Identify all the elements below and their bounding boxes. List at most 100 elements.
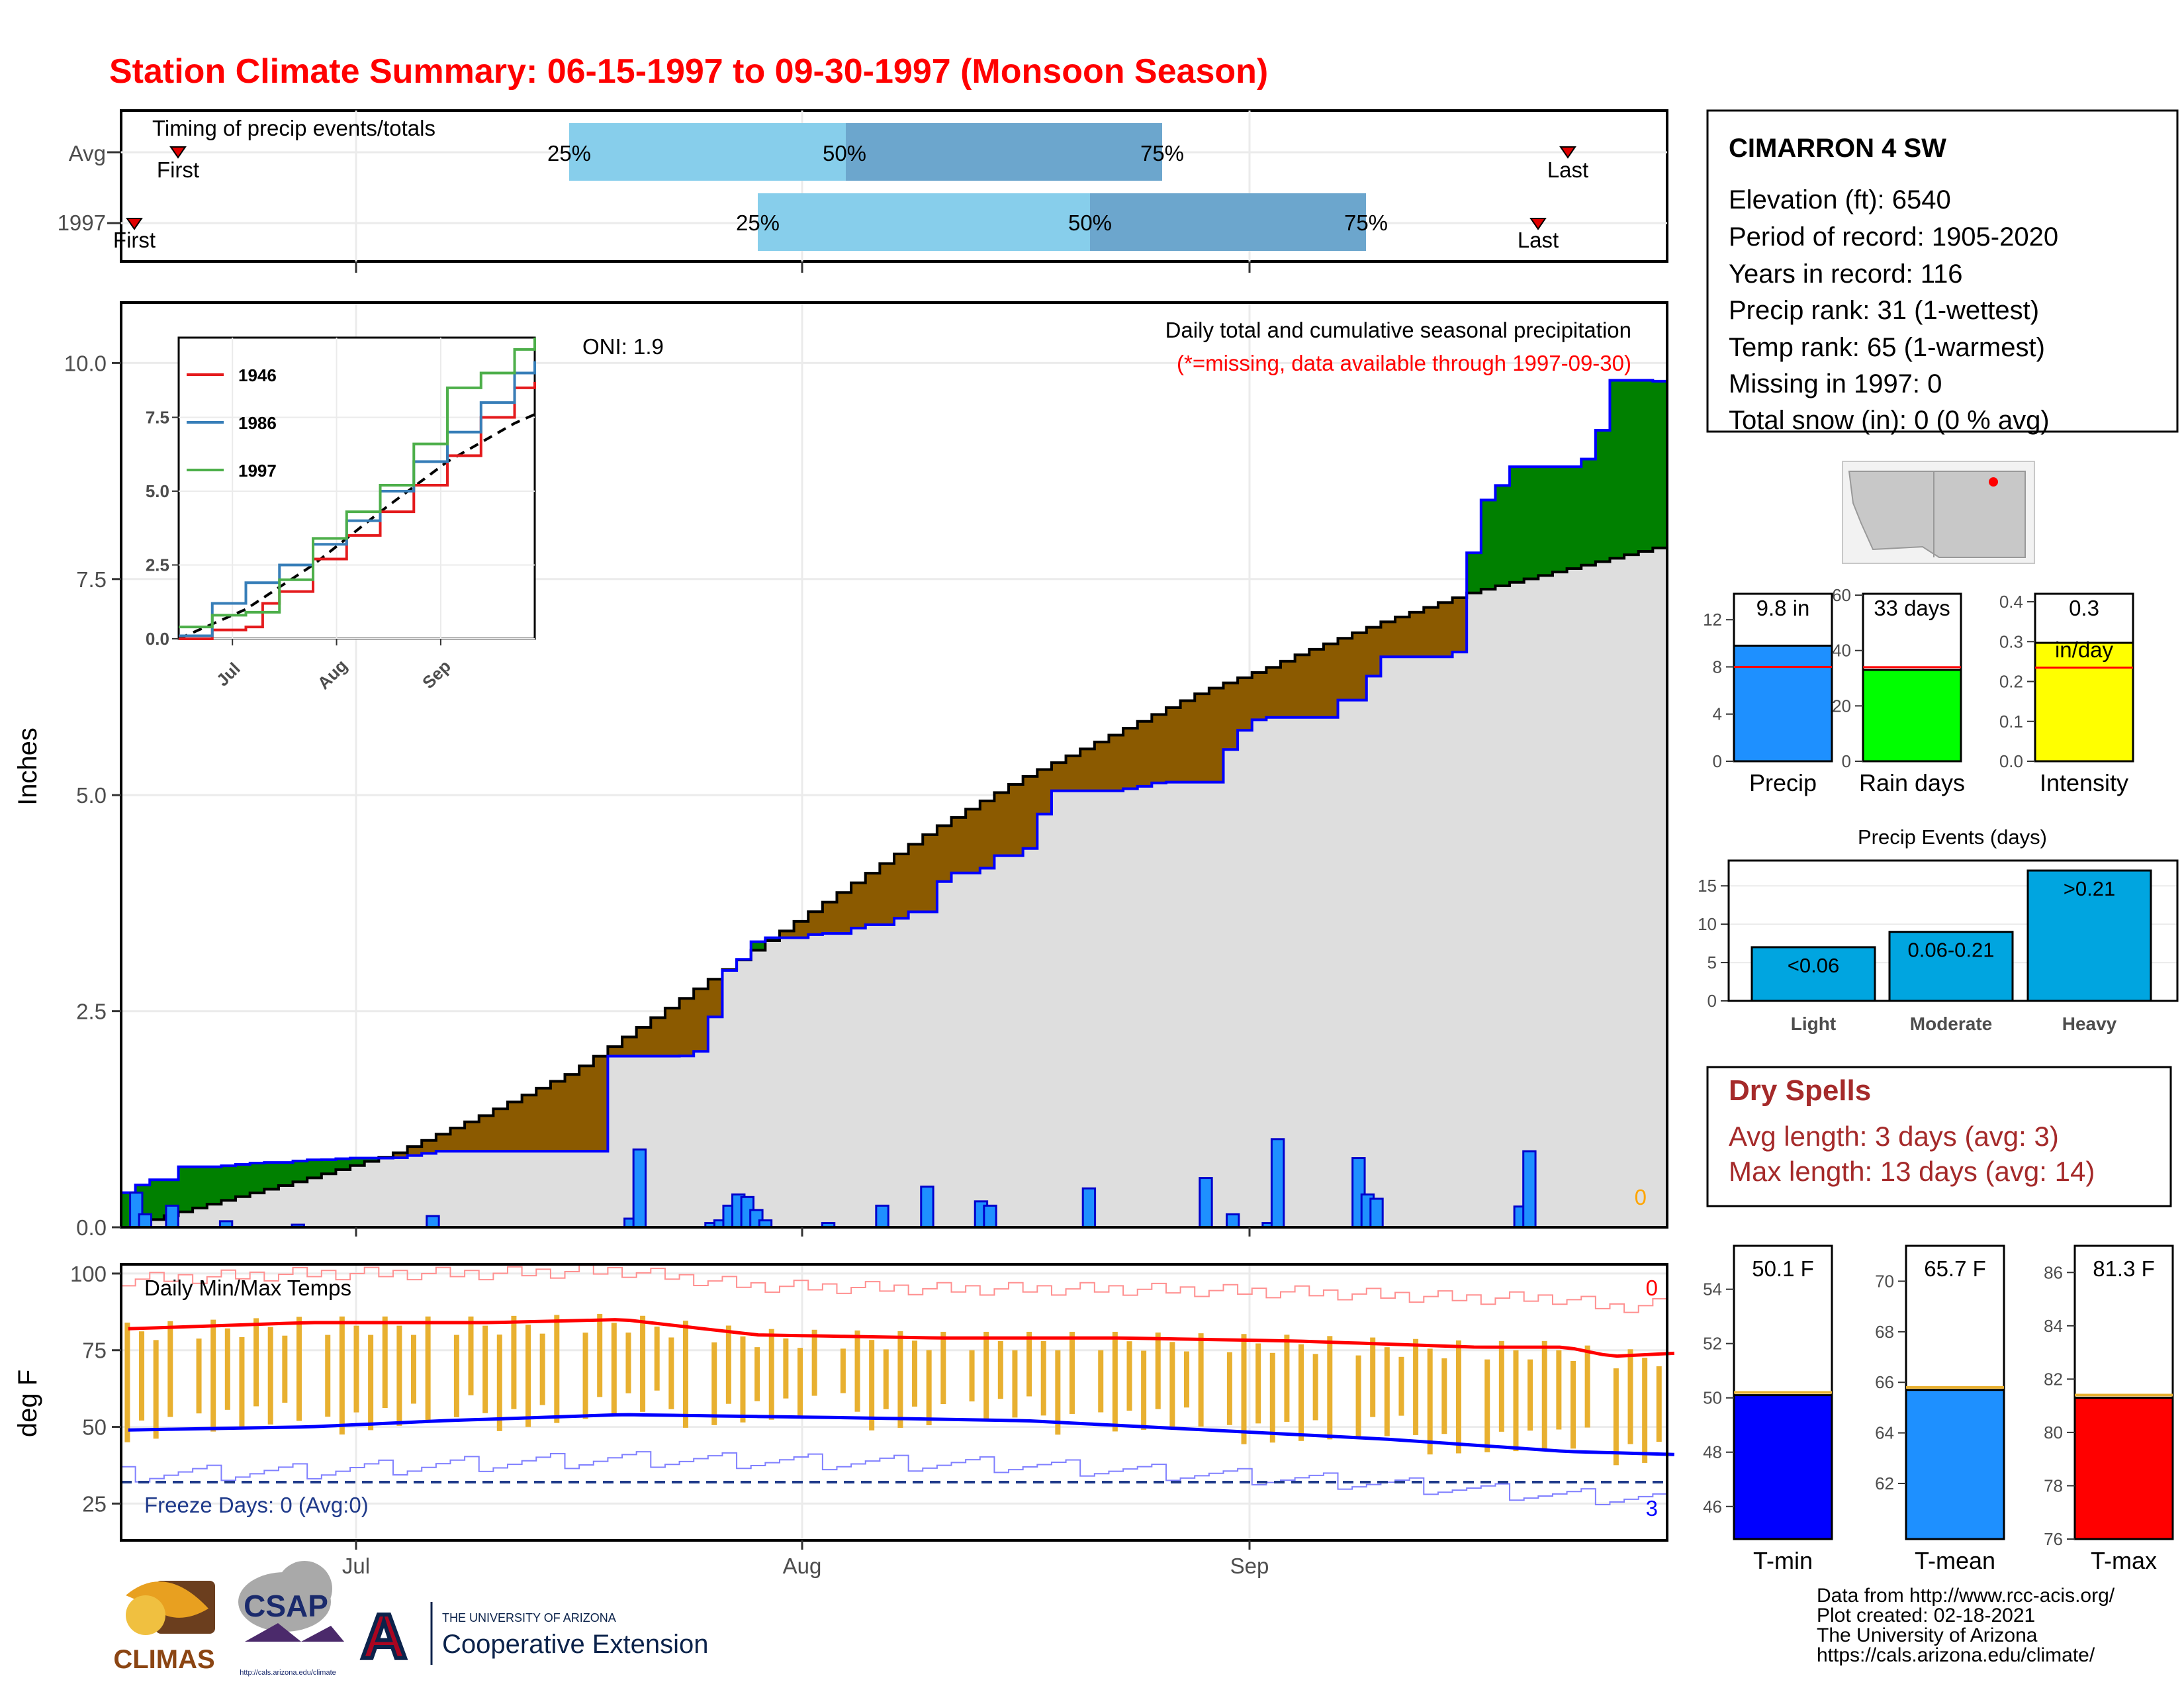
avg-q25-label: 25% [547, 141, 591, 165]
yr-q25-q50-bar [758, 193, 1090, 251]
temp-summary-ytick-label: 48 [1703, 1442, 1722, 1462]
summary-ytick-label: 0.1 [1999, 712, 2023, 731]
station-line-3: Years in record: 116 [1729, 259, 1963, 289]
daily-temp-bar [1584, 1345, 1590, 1428]
summary-ytick-label: 0.2 [1999, 672, 2023, 692]
daily-temp-bar [539, 1333, 545, 1405]
climas-text: CLIMAS [113, 1645, 214, 1674]
daily-precip-bars [129, 1138, 1537, 1229]
oni-label: ONI: 1.9 [582, 334, 664, 359]
daily-temp-bar [625, 1333, 631, 1393]
station-info-box: CIMARRON 4 SW Elevation (ft): 6540 Perio… [1706, 109, 2179, 435]
temp-summary-ytick-label: 50 [1703, 1388, 1722, 1408]
record-max-line [121, 1264, 1668, 1313]
observed-cumulative-line [121, 379, 1668, 1194]
inset-ytick-label: 0.0 [146, 629, 169, 649]
daily-temp-bar [912, 1340, 918, 1407]
temp-summary-ytick-label: 82 [2044, 1369, 2063, 1389]
temp-title: Daily Min/Max Temps [144, 1276, 351, 1300]
summary-bar-label: Intensity [2040, 769, 2128, 796]
daily-temp-bar [711, 1342, 717, 1425]
daily-temp-bar [783, 1338, 789, 1399]
station-line-4: Precip rank: 31 (1-wettest) [1729, 296, 2039, 325]
footer-line-2: Plot created: 02-18-2021 [1817, 1605, 2035, 1626]
daily-temp-bar [425, 1316, 431, 1422]
daily-temp-bar [1427, 1348, 1433, 1455]
record-min-line [121, 1451, 1668, 1505]
daily-temp-bar [411, 1335, 416, 1404]
daily-temp-bar [325, 1335, 331, 1417]
daily-temp-bar [611, 1323, 617, 1415]
cold-count: 3 [1646, 1496, 1658, 1521]
daily-temp-bar [139, 1331, 145, 1421]
summary-ytick-label: 20 [1832, 696, 1851, 716]
daily-temp-bar [1370, 1337, 1376, 1417]
daily-temp-bar [1026, 1331, 1032, 1397]
daily-temp-bar [582, 1333, 588, 1419]
daily-temp-bar [682, 1321, 688, 1428]
daily-temp-bar [1384, 1347, 1390, 1436]
yr-last-label: Last [1518, 228, 1559, 252]
daily-temp-bar [239, 1336, 245, 1429]
summary-ytick-label: 0.0 [1999, 751, 2023, 771]
inset-legend-1946: 1946 [238, 365, 277, 385]
daily-temp-bar [511, 1315, 517, 1409]
precip-panel: 0.0 2.5 5.0 7.5 10.0 Inches ONI: 1.9 Daily t… [13, 301, 1668, 1240]
summary-bar-value [2034, 641, 2134, 763]
precip-panel-frame [120, 301, 1668, 1229]
temp-ytick-label: 100 [70, 1262, 107, 1286]
footer-line-1: Data from http://www.rcc-acis.org/ [1817, 1585, 2115, 1607]
daily-precip-bar [1369, 1197, 1384, 1229]
station-name: CIMARRON 4 SW [1729, 134, 1946, 163]
daily-temp-bar [654, 1327, 660, 1391]
daily-precip-bar [138, 1213, 153, 1229]
temp-summary-ytick-label: 52 [1703, 1334, 1722, 1354]
daily-temp-bar [640, 1315, 646, 1412]
daily-temp-bar [883, 1349, 889, 1409]
daily-temp-bar [1441, 1358, 1447, 1434]
precip-events-chart: Precip Events (days) 0 5 10 15 <0.06 Light 0.0… [1698, 825, 2179, 1034]
daily-precip-bar [426, 1215, 440, 1229]
daily-temp-bar [897, 1331, 903, 1428]
hot-count: 0 [1646, 1276, 1658, 1300]
temp-summary-ytick-label: 70 [1875, 1271, 1894, 1291]
station-location-dot [1989, 477, 1998, 487]
temp-summary-label: T-mean [1915, 1547, 1995, 1574]
month-label: Aug [783, 1554, 822, 1578]
temp-ylabel: deg F [13, 1370, 42, 1437]
daily-temp-bar [196, 1338, 202, 1414]
daily-temp-bar [869, 1340, 875, 1430]
station-line-5: Temp rank: 65 (1-warmest) [1729, 333, 2045, 362]
daily-temp-bar [797, 1348, 803, 1417]
summary-ytick-label: 12 [1703, 610, 1722, 630]
avg-q75-label: 75% [1140, 141, 1184, 165]
daily-precip-bar [632, 1148, 647, 1229]
temp-summary-value [1905, 1389, 2005, 1540]
daily-temp-bar [725, 1325, 731, 1404]
daily-temp-bar [396, 1325, 402, 1426]
daily-temp-bar [1498, 1340, 1504, 1432]
daily-temp-bar [1627, 1349, 1633, 1444]
daily-temp-bar [1327, 1336, 1333, 1440]
ua-small-text: THE UNIVERSITY OF ARIZONA [442, 1611, 616, 1624]
daily-temp-bar [1398, 1356, 1404, 1416]
summary-bar-value-label: 9.8 in [1756, 596, 1810, 620]
daily-temp-bar [167, 1321, 173, 1417]
temp-summary-value [1733, 1394, 1833, 1540]
events-bar-label: >0.21 [2064, 877, 2115, 900]
daily-temp-bar [969, 1350, 975, 1402]
events-bar-label: <0.06 [1788, 954, 1839, 977]
avg-last-label: Last [1547, 158, 1588, 182]
daily-temp-bar [453, 1335, 459, 1417]
daily-temp-bar [124, 1323, 130, 1442]
footer-line-4: https://cals.arizona.edu/climate/ [1817, 1644, 2095, 1666]
daily-temp-bar [496, 1335, 502, 1431]
avg-q50-label: 50% [823, 141, 866, 165]
temp-summary-ytick-label: 64 [1875, 1423, 1894, 1443]
daily-temp-bar [1269, 1352, 1275, 1443]
yr-first-label: First [113, 228, 156, 252]
events-ytick-label: 5 [1707, 953, 1717, 972]
yr-q75-label: 75% [1344, 211, 1388, 235]
timing-panel: Timing of precip events/totals Avg 1997 … [58, 109, 1668, 273]
daily-temp-bar [1226, 1352, 1232, 1425]
